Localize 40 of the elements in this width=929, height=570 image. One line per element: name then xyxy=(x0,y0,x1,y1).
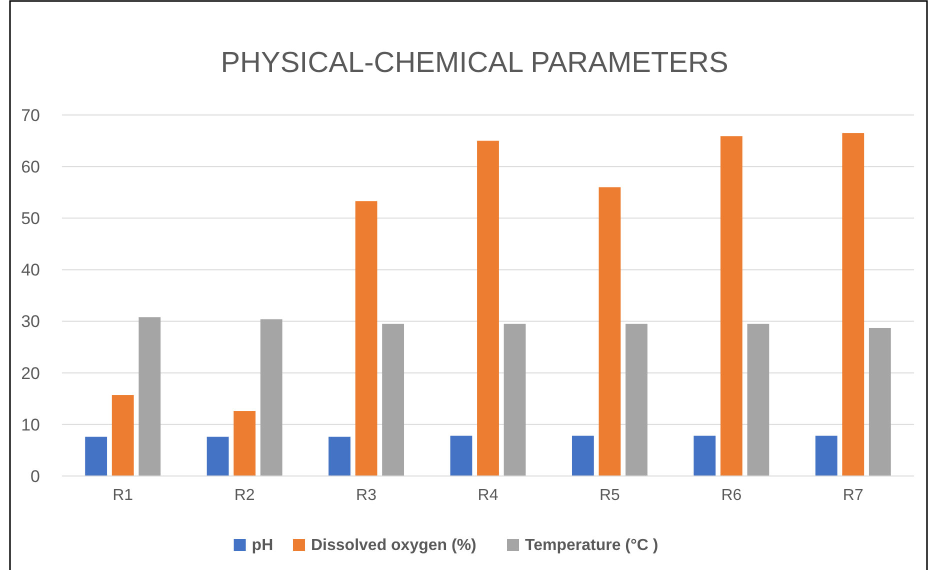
x-tick-label: R7 xyxy=(842,487,864,504)
bar xyxy=(85,436,108,476)
bar xyxy=(720,136,742,476)
legend-label: pH xyxy=(252,537,274,554)
x-tick-label: R1 xyxy=(112,487,134,504)
x-tick-label: R3 xyxy=(356,487,377,504)
bar xyxy=(477,140,499,476)
y-tick-label: 60 xyxy=(21,158,40,177)
x-tick-label: R4 xyxy=(478,487,498,504)
y-tick-label: 20 xyxy=(21,364,40,383)
x-tick-label: R5 xyxy=(599,487,620,504)
chart-title: PHYSICAL-CHEMICAL PARAMETERS xyxy=(220,47,728,79)
y-tick-label: 70 xyxy=(21,106,40,125)
bar xyxy=(868,328,891,476)
bar xyxy=(504,324,526,476)
bar xyxy=(138,317,161,476)
x-tick-label: R6 xyxy=(721,487,742,504)
bar xyxy=(234,411,256,476)
bar xyxy=(260,319,282,476)
bar xyxy=(355,201,378,476)
y-tick-label: 40 xyxy=(21,260,40,280)
bar xyxy=(815,436,838,476)
bar xyxy=(450,436,472,476)
y-tick-label: 0 xyxy=(30,466,40,486)
bar xyxy=(842,133,864,476)
y-tick-label: 10 xyxy=(21,415,40,434)
bar xyxy=(112,395,134,476)
bar xyxy=(747,324,770,476)
bar xyxy=(694,436,716,476)
bar xyxy=(328,436,350,476)
legend-label: Dissolved oxygen (%) xyxy=(311,537,476,554)
bar xyxy=(626,324,648,476)
y-tick-label: 50 xyxy=(21,209,40,228)
y-tick-label: 30 xyxy=(21,312,40,332)
bar xyxy=(206,436,229,476)
bar xyxy=(572,436,594,476)
x-tick-label: R2 xyxy=(234,487,255,504)
legend-label: Temperature (°C ) xyxy=(525,537,658,554)
bar xyxy=(382,324,404,476)
bar xyxy=(598,187,621,476)
